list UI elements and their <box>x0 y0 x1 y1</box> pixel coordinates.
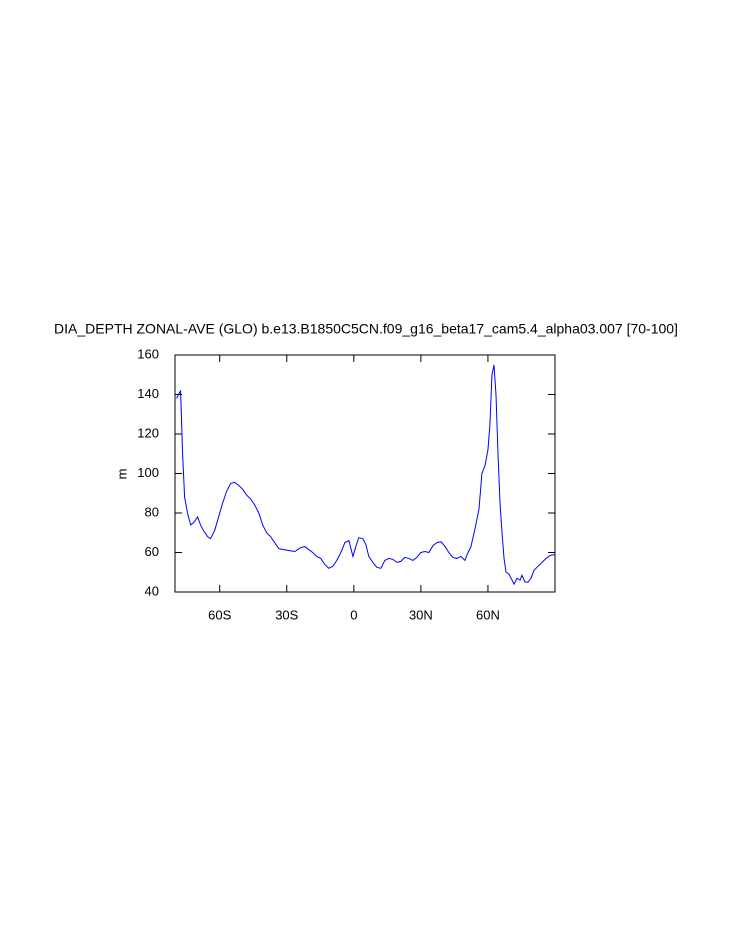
x-tick-label: 0 <box>350 607 357 622</box>
chart-title: DIA_DEPTH ZONAL-AVE (GLO) b.e13.B1850C5C… <box>54 321 678 337</box>
y-tick-label: 120 <box>137 425 159 440</box>
y-tick-label: 60 <box>145 544 159 559</box>
x-tick-label: 30S <box>275 607 298 622</box>
y-tick-label: 80 <box>145 504 159 519</box>
x-tick-label: 60S <box>208 607 231 622</box>
plot-frame <box>174 354 556 593</box>
data-line <box>176 364 556 586</box>
x-tick-label: 60N <box>476 607 500 622</box>
y-axis-label: m <box>114 469 129 480</box>
y-tick-label: 100 <box>137 465 159 480</box>
x-tick-label: 30N <box>409 607 433 622</box>
y-tick-label: 140 <box>137 386 159 401</box>
y-tick-label: 160 <box>137 346 159 361</box>
y-tick-label: 40 <box>145 583 159 598</box>
